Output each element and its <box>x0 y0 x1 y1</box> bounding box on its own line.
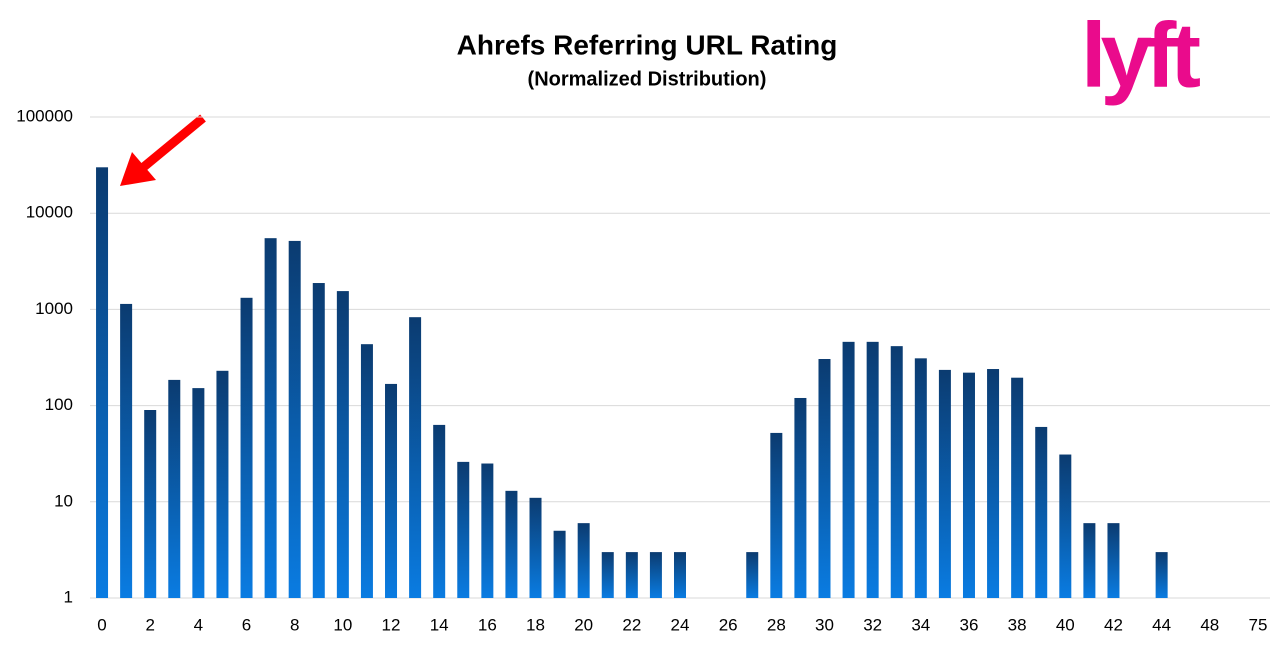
bar <box>433 424 446 598</box>
x-tick-label: 30 <box>815 615 834 634</box>
bar <box>144 410 157 598</box>
y-tick-label: 100000 <box>16 106 73 125</box>
x-tick-label: 48 <box>1200 615 1219 634</box>
bar <box>168 379 181 598</box>
bar <box>1011 377 1024 598</box>
bar <box>264 238 277 598</box>
bar <box>385 383 398 598</box>
bar <box>842 341 855 598</box>
bar <box>409 317 422 598</box>
x-tick-label: 24 <box>671 615 690 634</box>
x-tick-label: 28 <box>767 615 786 634</box>
x-tick-label: 8 <box>290 615 299 634</box>
bar <box>890 346 903 598</box>
x-tick-label: 36 <box>960 615 979 634</box>
arrow <box>120 114 206 186</box>
bar <box>120 303 133 598</box>
arrow-shaft <box>137 114 206 174</box>
y-tick-label: 100 <box>45 395 73 414</box>
x-tick-label: 16 <box>478 615 497 634</box>
bar <box>746 552 759 598</box>
x-tick-label: 14 <box>430 615 449 634</box>
y-tick-label: 10 <box>54 491 73 510</box>
bar <box>770 432 783 598</box>
bar <box>625 552 638 598</box>
bar <box>938 369 951 598</box>
x-tick-label: 0 <box>97 615 106 634</box>
y-tick-label: 1000 <box>35 299 73 318</box>
bar <box>962 372 975 598</box>
bar <box>914 358 927 598</box>
x-tick-label: 34 <box>911 615 930 634</box>
bar <box>457 461 470 598</box>
y-tick-label: 1 <box>64 587 73 606</box>
chart-title: Ahrefs Referring URL Rating <box>457 29 838 60</box>
x-tick-label: 42 <box>1104 615 1123 634</box>
bar <box>866 341 879 598</box>
chart-subtitle: (Normalized Distribution) <box>528 68 767 90</box>
x-tick-label: 20 <box>574 615 593 634</box>
bar <box>1107 523 1120 598</box>
x-tick-label: 4 <box>194 615 203 634</box>
bar <box>1155 552 1168 598</box>
bar <box>505 490 518 598</box>
x-tick-label: 75 <box>1248 615 1267 634</box>
x-tick-label: 32 <box>863 615 882 634</box>
x-tick-label: 10 <box>333 615 352 634</box>
bar <box>96 167 109 598</box>
bar <box>577 523 590 598</box>
bar <box>336 291 349 598</box>
x-tick-label: 40 <box>1056 615 1075 634</box>
bar <box>601 552 614 598</box>
x-tick-label: 18 <box>526 615 545 634</box>
bar <box>1083 523 1096 598</box>
bar <box>312 283 325 598</box>
logo: lyft <box>1081 4 1200 106</box>
x-tick-label: 6 <box>242 615 251 634</box>
bar <box>529 497 542 598</box>
x-tick-label: 2 <box>145 615 154 634</box>
bar <box>216 370 229 598</box>
bar <box>649 552 662 598</box>
bar <box>360 344 373 598</box>
x-tick-label: 26 <box>719 615 738 634</box>
arrow-head <box>120 152 156 186</box>
y-tick-label: 10000 <box>26 203 73 222</box>
bar <box>674 552 686 598</box>
bar <box>288 240 301 599</box>
bar <box>987 369 1000 598</box>
bar <box>794 397 807 598</box>
x-tick-label: 22 <box>622 615 641 634</box>
x-tick-label: 38 <box>1008 615 1027 634</box>
bar <box>818 359 831 598</box>
bar <box>1035 426 1048 598</box>
bar <box>240 297 253 598</box>
bar <box>192 388 205 598</box>
x-tick-label: 44 <box>1152 615 1171 634</box>
bar <box>1059 454 1072 598</box>
bar <box>481 463 494 598</box>
x-tick-label: 12 <box>382 615 401 634</box>
bar <box>553 530 566 598</box>
